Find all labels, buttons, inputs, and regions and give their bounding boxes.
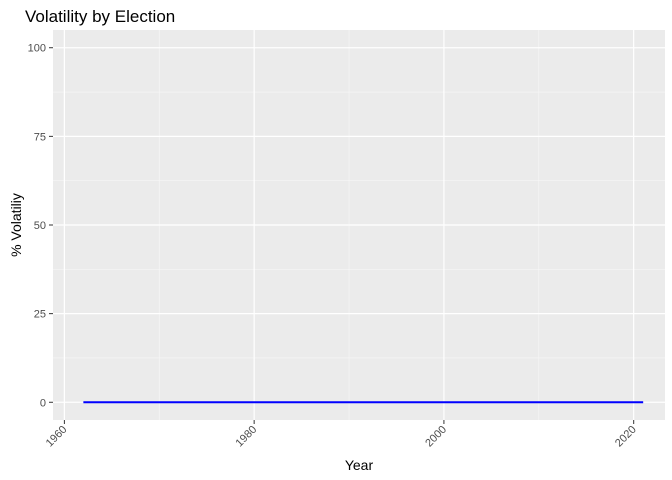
x-tick-label: 2000 [423,424,449,450]
y-tick-label: 50 [34,220,46,232]
y-tick-label: 0 [40,397,46,409]
chart-title: Volatility by Election [25,7,175,26]
y-axis-title: % Volatiliy [8,193,24,257]
x-axis: 1960 1980 2000 2020 [44,420,639,449]
x-tick-label: 1960 [44,424,70,450]
x-tick-label: 1980 [233,424,259,450]
y-tick-label: 75 [34,131,46,143]
y-tick-label: 25 [34,309,46,321]
y-tick-label: 100 [28,43,46,55]
y-axis: 0 25 50 75 100 [28,43,53,409]
x-tick-label: 2020 [613,424,639,450]
x-axis-title: Year [345,457,374,473]
